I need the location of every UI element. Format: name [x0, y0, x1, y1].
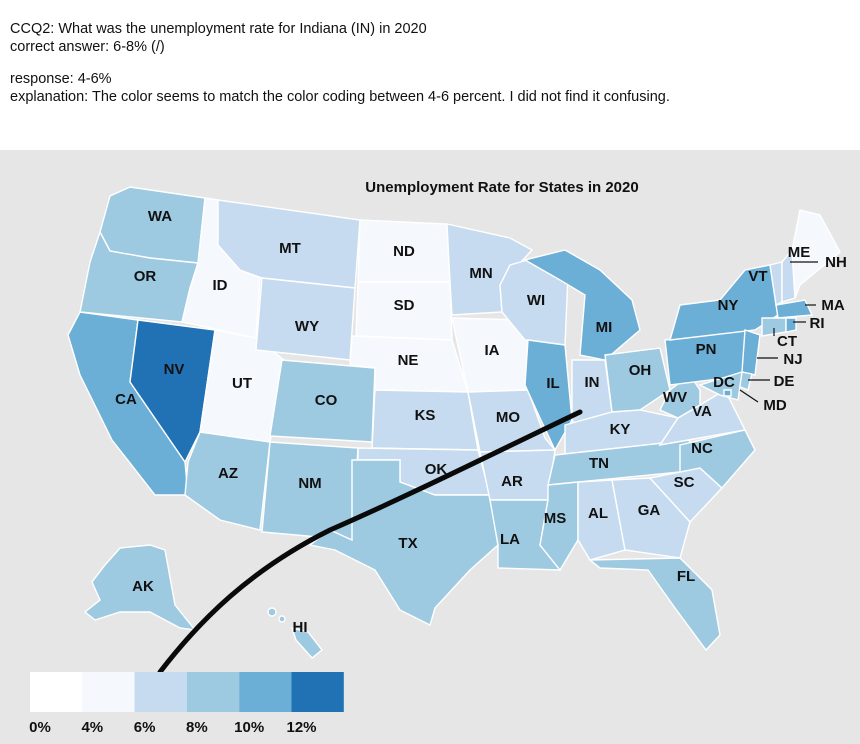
states-layer: [67, 186, 841, 659]
label-de: DE: [774, 373, 795, 390]
label-ri: RI: [810, 315, 825, 332]
state-me: [791, 209, 841, 299]
state-ak: [83, 544, 197, 631]
label-az: AZ: [218, 465, 238, 482]
label-hi: HI: [293, 619, 308, 636]
state-mi: [523, 249, 641, 361]
color-legend: 0% 4% 6% 8% 10% 12%: [29, 672, 344, 736]
label-ut: UT: [232, 375, 252, 392]
legend-swatch: [134, 672, 187, 712]
legend-tick-label: 0%: [29, 719, 51, 736]
state-labels: WA OR CA NV ID UT AZ MT WY CO NM ND SD N…: [115, 208, 847, 636]
hand-drawn-stroke: [157, 409, 583, 675]
label-nh: NH: [825, 254, 847, 271]
label-ms: MS: [544, 510, 567, 527]
label-nm: NM: [298, 475, 321, 492]
legend-swatch: [186, 672, 240, 712]
label-il: IL: [546, 375, 559, 392]
legend-tick-label: 8%: [186, 719, 208, 736]
label-nd: ND: [393, 243, 415, 260]
label-nc: NC: [691, 440, 713, 457]
label-co: CO: [315, 392, 338, 409]
label-or: OR: [134, 268, 157, 285]
state-wv: [659, 373, 701, 419]
state-nv: [129, 319, 216, 464]
map-panel: Unemployment Rate for States in 2020: [0, 150, 860, 744]
label-la: LA: [500, 531, 520, 548]
label-pn: PN: [696, 341, 717, 358]
label-ia: IA: [485, 342, 500, 359]
label-md: MD: [763, 397, 786, 414]
label-ca: CA: [115, 391, 137, 408]
state-ga: [611, 477, 691, 559]
label-vt: VT: [748, 268, 767, 285]
question-line: CCQ2: What was the unemployment rate for…: [10, 21, 427, 37]
label-ky: KY: [610, 421, 631, 438]
state-hi: [290, 627, 323, 659]
label-ok: OK: [425, 461, 448, 478]
label-ne: NE: [398, 352, 419, 369]
label-wi: WI: [527, 292, 545, 309]
label-mt: MT: [279, 240, 301, 257]
label-wy: WY: [295, 318, 319, 335]
state-dc: [723, 389, 732, 397]
state-ri: [785, 317, 797, 333]
label-mi: MI: [596, 319, 613, 336]
legend-swatch: [82, 672, 135, 712]
state-hi-islet: [278, 615, 286, 623]
label-sc: SC: [674, 474, 695, 491]
leader-md: [739, 389, 759, 403]
state-al: [577, 479, 626, 561]
label-al: AL: [588, 505, 608, 522]
label-ny: NY: [718, 297, 739, 314]
state-oh: [604, 347, 671, 413]
label-wa: WA: [148, 208, 172, 225]
label-wv: WV: [663, 389, 687, 406]
label-mo: MO: [496, 409, 520, 426]
legend-swatch: [291, 672, 344, 712]
label-nv: NV: [164, 361, 185, 378]
response-line: response: 4-6%: [10, 71, 112, 87]
legend-tick-label: 6%: [134, 719, 156, 736]
label-sd: SD: [394, 297, 415, 314]
state-va: [658, 389, 747, 446]
label-in: IN: [585, 374, 600, 391]
legend-tick-label: 4%: [81, 719, 103, 736]
label-ma: MA: [821, 297, 844, 314]
legend-swatch: [239, 672, 292, 712]
label-fl: FL: [677, 568, 695, 585]
label-mn: MN: [469, 265, 492, 282]
label-me: ME: [788, 244, 811, 261]
label-id: ID: [213, 277, 228, 294]
state-nc: [649, 429, 756, 489]
label-ga: GA: [638, 502, 661, 519]
question-block: CCQ2: What was the unemployment rate for…: [10, 20, 850, 106]
label-ar: AR: [501, 473, 523, 490]
label-dc: DC: [713, 374, 735, 391]
legend-swatch: [30, 672, 83, 712]
state-fl: [588, 557, 721, 652]
state-hi-islet: [267, 607, 277, 617]
state-ma: [775, 299, 814, 319]
label-tn: TN: [589, 455, 609, 472]
label-ak: AK: [132, 578, 154, 595]
choropleth-map: Unemployment Rate for States in 2020: [29, 179, 847, 736]
label-tx: TX: [398, 535, 417, 552]
chart-title: Unemployment Rate for States in 2020: [365, 179, 638, 196]
label-ct: CT: [777, 333, 797, 350]
legend-tick-label: 12%: [286, 719, 316, 736]
label-va: VA: [692, 403, 712, 420]
leader-lines: [739, 261, 818, 403]
state-nj: [741, 329, 761, 376]
label-ks: KS: [415, 407, 436, 424]
correct-answer-line: correct answer: 6-8% (/): [10, 39, 165, 55]
legend-tick-label: 10%: [234, 719, 264, 736]
explanation-line: explanation: The color seems to match th…: [10, 89, 670, 105]
label-nj: NJ: [783, 351, 802, 368]
label-oh: OH: [629, 362, 652, 379]
